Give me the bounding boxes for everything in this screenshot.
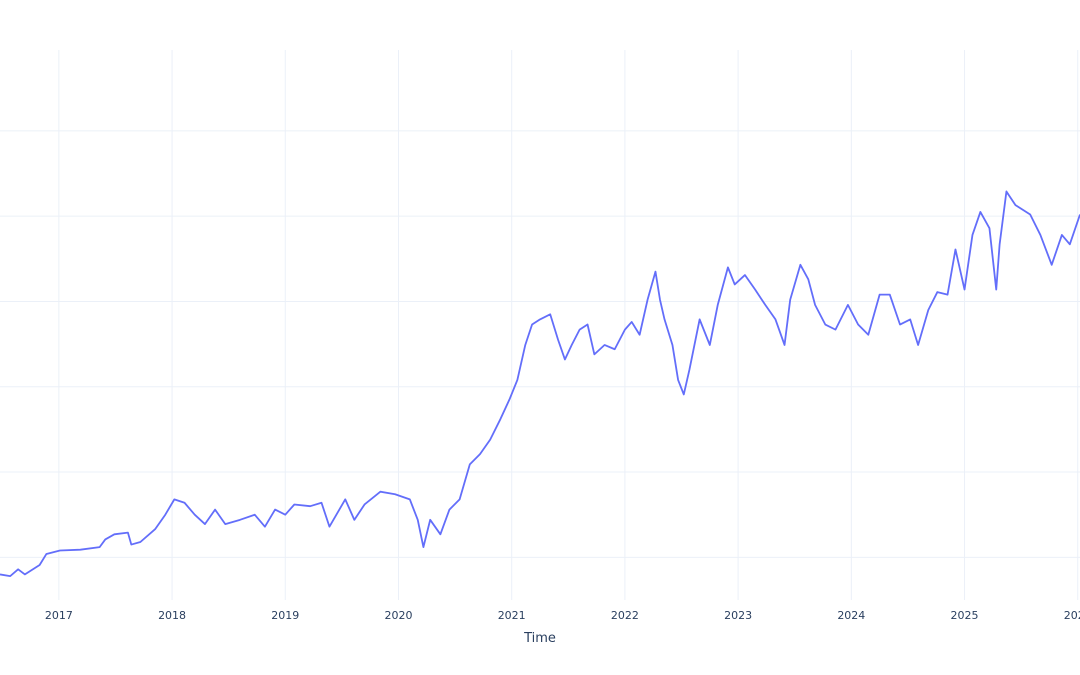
x-tick-label: 2020	[384, 609, 412, 622]
x-tick-label: 2021	[498, 609, 526, 622]
grid	[0, 50, 1080, 600]
x-tick-label: 2025	[951, 609, 979, 622]
x-tick-label: 2019	[271, 609, 299, 622]
data-line	[0, 190, 1080, 578]
x-tick-label: 2026	[1064, 609, 1080, 622]
x-tick-label: 2018	[158, 609, 186, 622]
x-tick-label: 2024	[837, 609, 865, 622]
plot-area	[0, 190, 1080, 578]
x-tick-label: 2022	[611, 609, 639, 622]
x-tick-label: 2023	[724, 609, 752, 622]
x-axis-title: Time	[523, 631, 556, 646]
x-tick-label: 2017	[45, 609, 73, 622]
